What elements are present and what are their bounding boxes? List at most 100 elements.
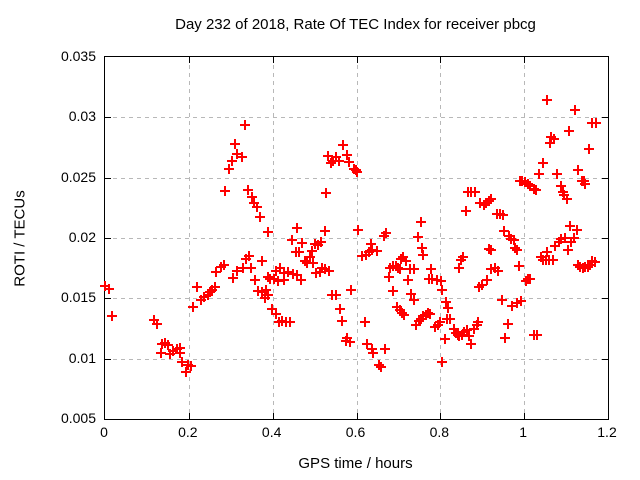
data-point-marker bbox=[410, 319, 421, 330]
y-tick-left bbox=[105, 238, 111, 239]
data-point-marker bbox=[274, 263, 285, 274]
data-point-marker bbox=[359, 317, 370, 328]
chart-title: Day 232 of 2018, Rate Of TEC Index for r… bbox=[175, 16, 536, 33]
data-point-marker bbox=[330, 289, 341, 300]
data-point-marker bbox=[247, 191, 258, 202]
data-point-marker bbox=[429, 322, 440, 333]
x-gridline bbox=[440, 57, 442, 419]
x-tick-label: 0.6 bbox=[345, 424, 366, 440]
data-point-marker bbox=[229, 138, 240, 149]
data-point-marker bbox=[317, 263, 328, 274]
data-point-marker bbox=[556, 234, 567, 245]
data-point-marker bbox=[320, 264, 331, 275]
x-tick-label: 1.2 bbox=[597, 424, 617, 440]
data-point-marker bbox=[328, 155, 339, 166]
data-point-marker bbox=[466, 339, 477, 350]
data-point-marker bbox=[486, 245, 497, 256]
data-point-marker bbox=[437, 284, 448, 295]
data-point-marker bbox=[262, 226, 273, 237]
data-point-marker bbox=[353, 224, 364, 235]
data-point-marker bbox=[381, 228, 392, 239]
data-point-marker bbox=[155, 347, 166, 358]
data-point-marker bbox=[348, 164, 359, 175]
data-point-marker bbox=[364, 247, 375, 258]
data-point-marker bbox=[156, 339, 167, 350]
data-point-marker bbox=[482, 275, 493, 286]
data-point-marker bbox=[418, 249, 429, 260]
data-point-marker bbox=[590, 118, 601, 129]
y-tick-label: 0.025 bbox=[60, 168, 96, 185]
data-point-marker bbox=[398, 252, 409, 263]
data-point-marker bbox=[537, 158, 548, 169]
y-tick-left bbox=[105, 298, 111, 300]
data-point-marker bbox=[338, 140, 349, 151]
data-point-marker bbox=[171, 344, 182, 354]
data-point-marker bbox=[503, 318, 514, 329]
data-point-marker bbox=[400, 255, 411, 266]
data-point-marker bbox=[585, 259, 596, 270]
data-point-marker bbox=[188, 301, 199, 312]
data-point-marker bbox=[510, 242, 521, 253]
data-point-marker bbox=[252, 286, 263, 297]
x-tick-top bbox=[188, 57, 190, 63]
data-point-marker bbox=[282, 266, 293, 277]
data-point-marker bbox=[415, 313, 426, 324]
data-point-marker bbox=[361, 339, 372, 350]
data-point-marker bbox=[556, 181, 567, 192]
data-point-marker bbox=[385, 263, 396, 274]
data-point-marker bbox=[199, 292, 210, 303]
data-point-marker bbox=[493, 265, 504, 276]
data-point-marker bbox=[334, 155, 345, 166]
data-point-marker bbox=[277, 316, 288, 327]
data-point-marker bbox=[566, 236, 577, 247]
data-point-marker bbox=[480, 198, 491, 208]
data-point-marker bbox=[202, 289, 213, 300]
data-point-marker bbox=[232, 265, 243, 276]
data-point-marker bbox=[100, 281, 111, 292]
data-point-marker bbox=[530, 184, 541, 195]
data-point-marker bbox=[456, 329, 467, 340]
data-point-marker bbox=[504, 230, 515, 241]
data-point-marker bbox=[341, 149, 352, 160]
data-point-marker bbox=[454, 263, 465, 274]
data-point-marker bbox=[307, 258, 318, 269]
data-point-marker bbox=[496, 294, 507, 305]
data-point-marker bbox=[454, 330, 465, 341]
data-point-marker bbox=[163, 340, 174, 351]
data-point-marker bbox=[243, 251, 254, 262]
y-tick-left bbox=[105, 358, 111, 360]
data-point-marker bbox=[391, 301, 402, 312]
x-gridline bbox=[188, 57, 190, 419]
data-point-marker bbox=[402, 275, 413, 286]
x-gridline bbox=[272, 57, 274, 419]
plot-area bbox=[100, 56, 609, 420]
data-point-marker bbox=[226, 155, 237, 166]
data-point-marker bbox=[525, 181, 536, 192]
data-point-marker bbox=[321, 188, 332, 199]
data-point-marker bbox=[390, 260, 401, 271]
data-point-marker bbox=[575, 261, 586, 272]
data-point-marker bbox=[296, 237, 307, 248]
data-point-marker bbox=[227, 272, 238, 283]
data-point-marker bbox=[580, 178, 591, 189]
data-point-marker bbox=[392, 263, 403, 274]
data-point-marker bbox=[541, 95, 552, 106]
data-point-marker bbox=[508, 235, 519, 246]
data-point-marker bbox=[469, 187, 480, 198]
data-point-marker bbox=[512, 245, 523, 256]
x-tick-bottom bbox=[188, 413, 190, 419]
y-tick-label: 0.005 bbox=[60, 410, 96, 426]
data-point-marker bbox=[252, 201, 263, 212]
data-point-marker bbox=[396, 253, 407, 264]
x-tick-label: 0.8 bbox=[429, 424, 450, 440]
data-point-marker bbox=[413, 231, 424, 242]
x-tick-top bbox=[524, 57, 526, 63]
data-point-marker bbox=[395, 264, 406, 275]
data-point-marker bbox=[562, 245, 573, 256]
data-point-marker bbox=[374, 359, 385, 370]
data-point-marker bbox=[582, 261, 593, 272]
data-point-marker bbox=[313, 240, 324, 251]
data-point-marker bbox=[520, 276, 531, 287]
data-point-marker bbox=[445, 313, 456, 324]
